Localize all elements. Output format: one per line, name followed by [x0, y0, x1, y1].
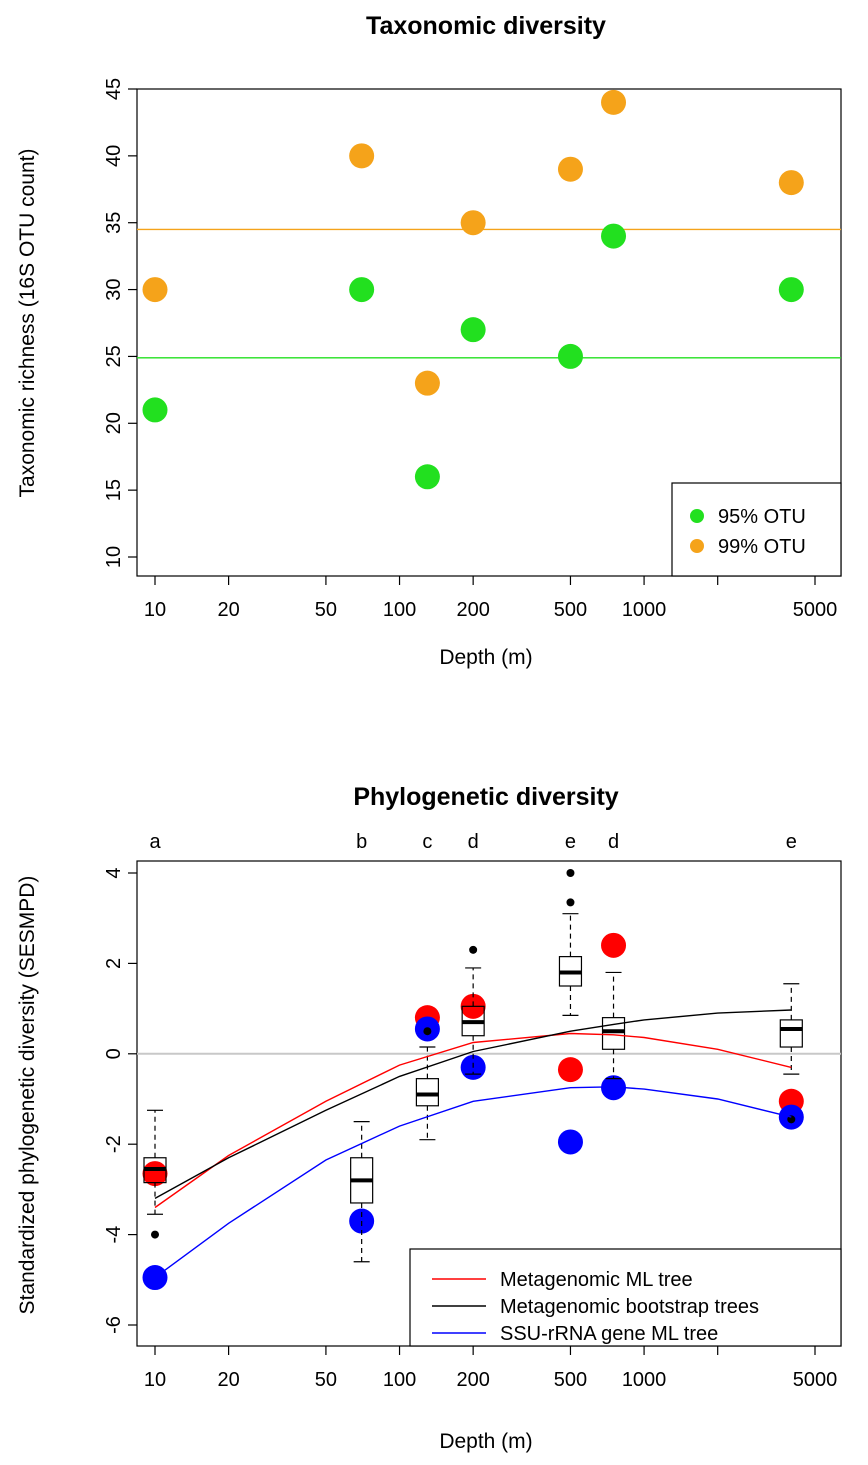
- legend: Metagenomic ML tree Metagenomic bootstrap…: [409, 1248, 842, 1347]
- x-tick-label: 50: [315, 599, 337, 621]
- x-tick-label: 100: [383, 599, 416, 621]
- legend-box: [409, 1248, 842, 1347]
- y-tick-label: 10: [103, 546, 125, 568]
- x-tick-label: 200: [456, 599, 489, 621]
- plot-frame: [136, 88, 842, 577]
- y-tick-label: -4: [103, 1226, 125, 1244]
- x-tick-label: 20: [217, 599, 239, 621]
- ssu-rrna-fit: [154, 1086, 792, 1279]
- metagenomic-ml-fit: [154, 1032, 792, 1209]
- box: [601, 1017, 626, 1050]
- phylogenetic-diversity-panel: Phylogenetic diversity 10 20 50 100 200 500 10…: [16, 783, 842, 1453]
- legend-marker: [690, 539, 704, 553]
- outlier-point: [423, 1027, 432, 1036]
- boxplot: [143, 1109, 167, 1239]
- y-tick-label: -2: [103, 1135, 125, 1153]
- y-tick-label: -6: [103, 1316, 125, 1334]
- y-tick-label: 25: [103, 345, 125, 367]
- data-point-99-otu: [414, 370, 440, 396]
- data-point-99-otu: [349, 143, 375, 169]
- chart-title: Phylogenetic diversity: [353, 783, 618, 811]
- data-point-99-otu: [778, 170, 804, 196]
- x-tick-label: 500: [554, 1369, 587, 1391]
- group-letter: d: [468, 831, 479, 853]
- y-axis-label: Taxonomic richness (16S OTU count): [16, 149, 39, 498]
- data-point-95-otu: [557, 343, 583, 369]
- y-tick-label: 30: [103, 278, 125, 300]
- y-tick-label: 0: [103, 1048, 125, 1059]
- x-tick-label: 1000: [622, 599, 667, 621]
- y-tick-label: 15: [103, 479, 125, 501]
- outlier-point: [787, 1115, 796, 1124]
- data-point-95-otu: [778, 277, 804, 303]
- legend-label: 99% OTU: [718, 536, 806, 558]
- y-tick-label: 4: [103, 867, 125, 878]
- data-point-95-otu: [601, 223, 627, 249]
- y-tick-label: 45: [103, 78, 125, 100]
- y-tick-label: 2: [103, 958, 125, 969]
- x-axis-label: Depth (m): [439, 1430, 532, 1453]
- x-tick-label: 1000: [622, 1369, 667, 1391]
- box: [415, 1078, 440, 1107]
- y-tick-label: 40: [103, 145, 125, 167]
- plot-area: 10 20 50 100 200 500 1000 5000 10 15 20 25 30 35 40 45 9…: [103, 78, 842, 621]
- x-tick-label: 10: [144, 1369, 166, 1391]
- x-tick-label: 5000: [793, 599, 838, 621]
- group-letter: b: [356, 831, 367, 853]
- chart-title: Taxonomic diversity: [366, 12, 606, 40]
- x-axis-label: Depth (m): [439, 646, 532, 669]
- legend-label: Metagenomic ML tree: [500, 1269, 693, 1291]
- group-letter: d: [608, 831, 619, 853]
- legend-label: Metagenomic bootstrap trees: [500, 1296, 759, 1318]
- outlier-point: [566, 869, 575, 877]
- boxplot: [415, 1027, 440, 1141]
- box: [779, 1019, 803, 1048]
- y-tick-label: 20: [103, 412, 125, 434]
- legend-label: 95% OTU: [718, 506, 806, 528]
- group-letter: e: [565, 831, 576, 853]
- x-tick-label: 20: [217, 1369, 239, 1391]
- ssu-rrna-point: [142, 1265, 168, 1291]
- data-point-99-otu: [557, 156, 583, 182]
- outlier-point: [151, 1230, 159, 1239]
- boxplot: [461, 945, 485, 1075]
- legend: 95% OTU 99% OTU: [671, 482, 842, 577]
- outlier-point: [566, 898, 575, 907]
- boxplot: [601, 971, 626, 1080]
- ssu-rrna-point: [601, 1075, 627, 1101]
- y-tick-label: 35: [103, 212, 125, 234]
- x-tick-label: 5000: [793, 1369, 838, 1391]
- data-point-99-otu: [601, 89, 627, 115]
- metagenomic-ml-point: [557, 1057, 583, 1083]
- outlier-point: [469, 945, 478, 954]
- legend-box: [671, 482, 842, 577]
- data-point-95-otu: [142, 397, 168, 423]
- metagenomic-ml-point: [601, 932, 627, 958]
- data-point-95-otu: [349, 277, 375, 303]
- legend-marker: [690, 509, 704, 523]
- data-point-99-otu: [142, 277, 168, 303]
- plot-area: 10 20 50 100 200 500 1000 5000 -6 -4 -2 0 2 4 a b c d e d e M…: [103, 831, 842, 1391]
- data-point-95-otu: [460, 317, 486, 343]
- x-tick-label: 10: [144, 599, 166, 621]
- boxplot: [779, 983, 803, 1124]
- ssu-rrna-point: [557, 1129, 583, 1155]
- bootstrap-fit: [154, 1009, 792, 1200]
- x-tick-label: 100: [383, 1369, 416, 1391]
- data-point-95-otu: [414, 464, 440, 490]
- boxplot: [558, 869, 583, 1016]
- boxplot: [350, 1120, 374, 1263]
- group-letter: e: [786, 831, 797, 853]
- taxonomic-diversity-panel: Taxonomic diversity 10 20 50 100 200 500 1000 5…: [16, 12, 842, 669]
- x-tick-label: 200: [456, 1369, 489, 1391]
- data-point-99-otu: [460, 210, 486, 236]
- group-letter: a: [149, 831, 161, 853]
- y-axis-label: Standardized phylogenetic diversity (SES…: [16, 876, 39, 1315]
- group-letter: c: [422, 831, 432, 853]
- x-tick-label: 50: [315, 1369, 337, 1391]
- x-tick-label: 500: [554, 599, 587, 621]
- legend-label: SSU-rRNA gene ML tree: [500, 1323, 718, 1345]
